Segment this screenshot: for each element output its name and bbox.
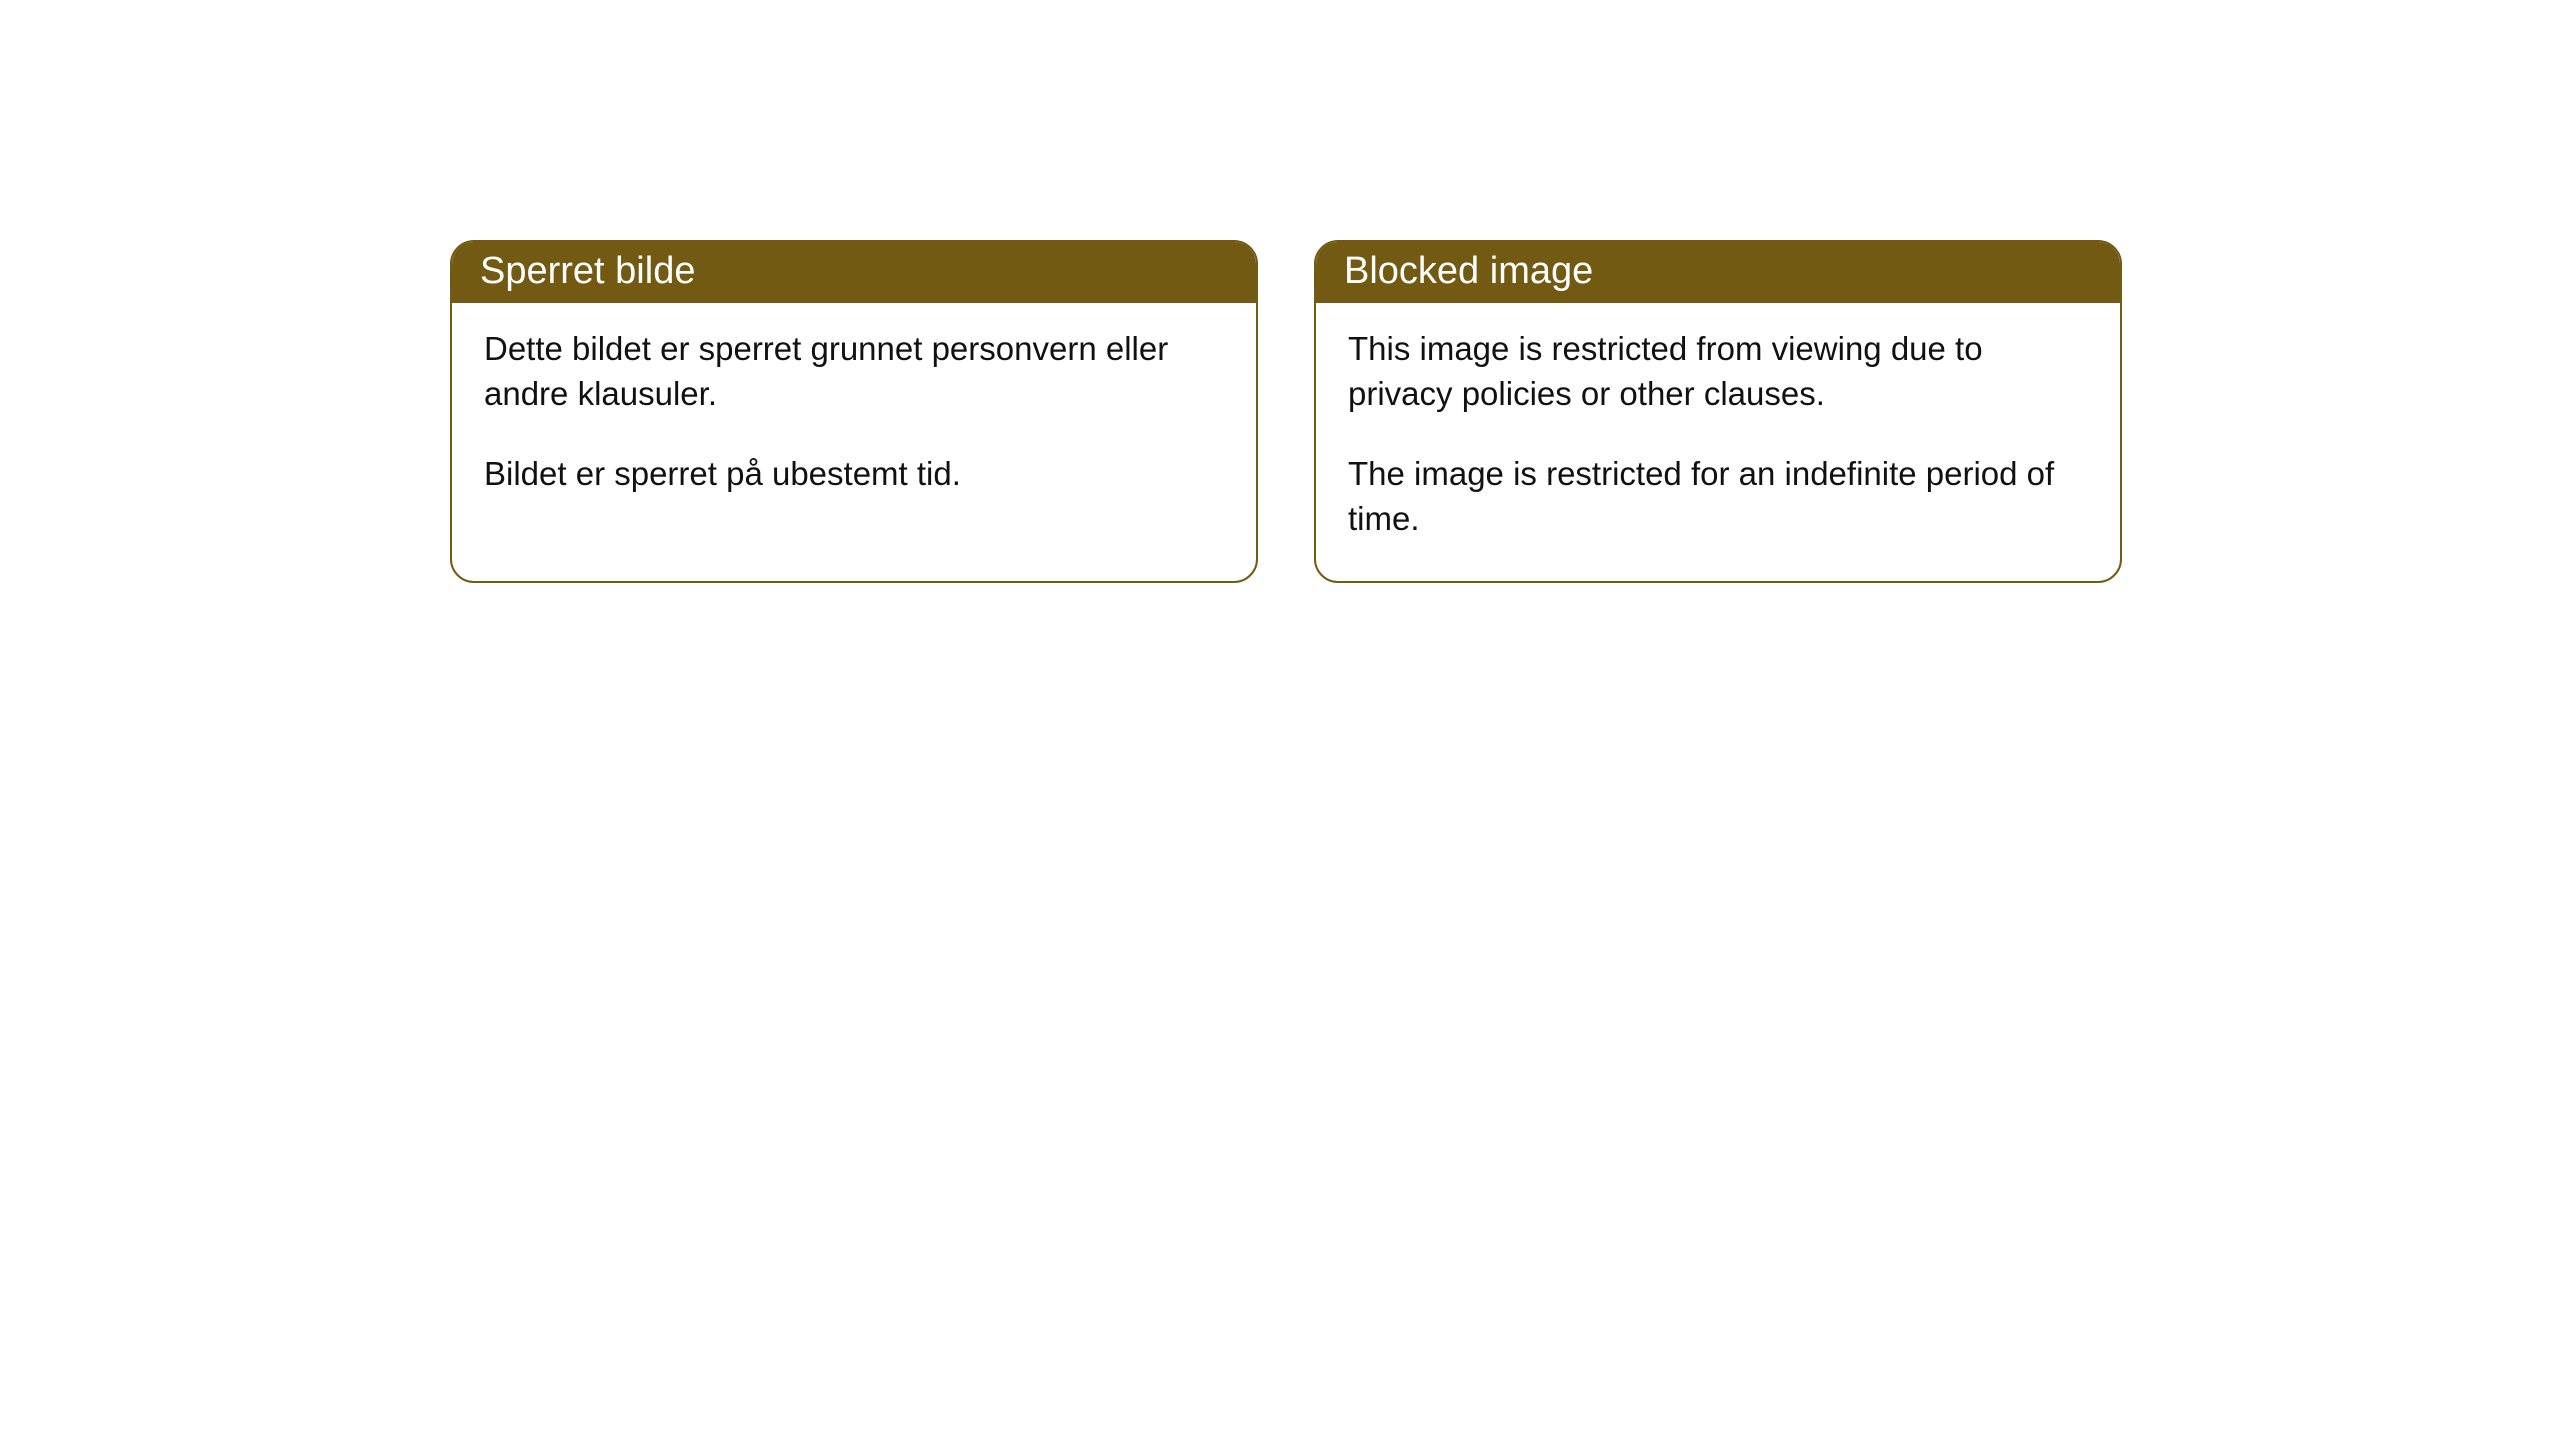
card-header: Blocked image xyxy=(1316,242,2120,303)
card-paragraph-1: This image is restricted from viewing du… xyxy=(1348,327,2088,416)
card-paragraph-1: Dette bildet er sperret grunnet personve… xyxy=(484,327,1224,416)
card-header: Sperret bilde xyxy=(452,242,1256,303)
card-body: Dette bildet er sperret grunnet personve… xyxy=(452,303,1256,537)
card-english: Blocked image This image is restricted f… xyxy=(1314,240,2122,583)
card-body: This image is restricted from viewing du… xyxy=(1316,303,2120,581)
card-paragraph-2: The image is restricted for an indefinit… xyxy=(1348,452,2088,541)
cards-container: Sperret bilde Dette bildet er sperret gr… xyxy=(450,240,2122,583)
card-paragraph-2: Bildet er sperret på ubestemt tid. xyxy=(484,452,1224,497)
card-norwegian: Sperret bilde Dette bildet er sperret gr… xyxy=(450,240,1258,583)
